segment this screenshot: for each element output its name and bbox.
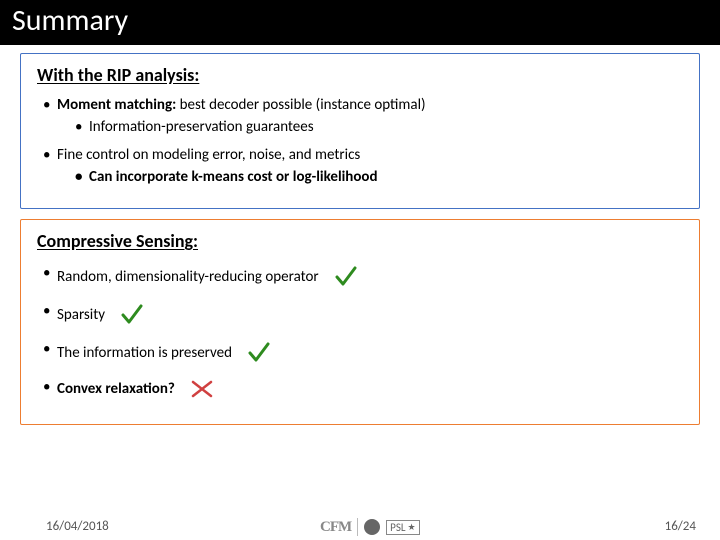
rip-b1-prefix: Moment matching: xyxy=(57,96,176,114)
rip-heading: With the RIP analysis: xyxy=(37,64,683,86)
footer-logos: CFM PSL★ xyxy=(320,518,420,536)
rip-b1-text: best decoder possible (instance optimal) xyxy=(176,96,425,114)
cs-item-2-text: Sparsity xyxy=(57,306,105,324)
cfm-logo: CFM xyxy=(320,519,351,536)
cs-item-1: Random, dimensionality-reducing operator xyxy=(43,264,683,290)
cross-icon xyxy=(189,378,215,400)
cs-item-2: Sparsity xyxy=(43,302,683,328)
cs-list: Random, dimensionality-reducing operator… xyxy=(37,264,683,400)
cs-item-3-text: The information is preserved xyxy=(57,344,232,362)
rip-b1-sub: Information-preservation guarantees xyxy=(75,118,683,136)
rip-analysis-card: With the RIP analysis: Moment matching: … xyxy=(20,53,700,209)
check-icon xyxy=(333,264,359,290)
rip-bullet-2: Fine control on modeling error, noise, a… xyxy=(43,146,683,186)
rip-bullets: Moment matching: best decoder possible (… xyxy=(37,96,683,186)
rip-b2-text: Fine control on modeling error, noise, a… xyxy=(57,146,360,164)
title-bar: Summary xyxy=(0,0,720,45)
check-icon xyxy=(246,340,272,366)
cs-item-4-text: Convex relaxation? xyxy=(57,380,175,398)
ens-logo-icon xyxy=(364,519,380,535)
cs-heading: Compressive Sensing: xyxy=(37,230,683,252)
slide-title: Summary xyxy=(12,2,708,39)
content-area: With the RIP analysis: Moment matching: … xyxy=(0,45,720,425)
check-icon xyxy=(119,302,145,328)
cs-item-1-text: Random, dimensionality-reducing operator xyxy=(57,268,319,286)
psl-logo: PSL★ xyxy=(386,520,419,535)
compressive-sensing-card: Compressive Sensing: Random, dimensional… xyxy=(20,219,700,425)
cs-item-4: Convex relaxation? xyxy=(43,378,683,400)
rip-b2-sub: Can incorporate k-means cost or log-like… xyxy=(75,168,683,186)
footer-date: 16/04/2018 xyxy=(46,519,109,534)
rip-bullet-1: Moment matching: best decoder possible (… xyxy=(43,96,683,136)
cs-item-3: The information is preserved xyxy=(43,340,683,366)
logo-divider xyxy=(357,518,358,536)
footer-page: 16/24 xyxy=(665,519,696,534)
